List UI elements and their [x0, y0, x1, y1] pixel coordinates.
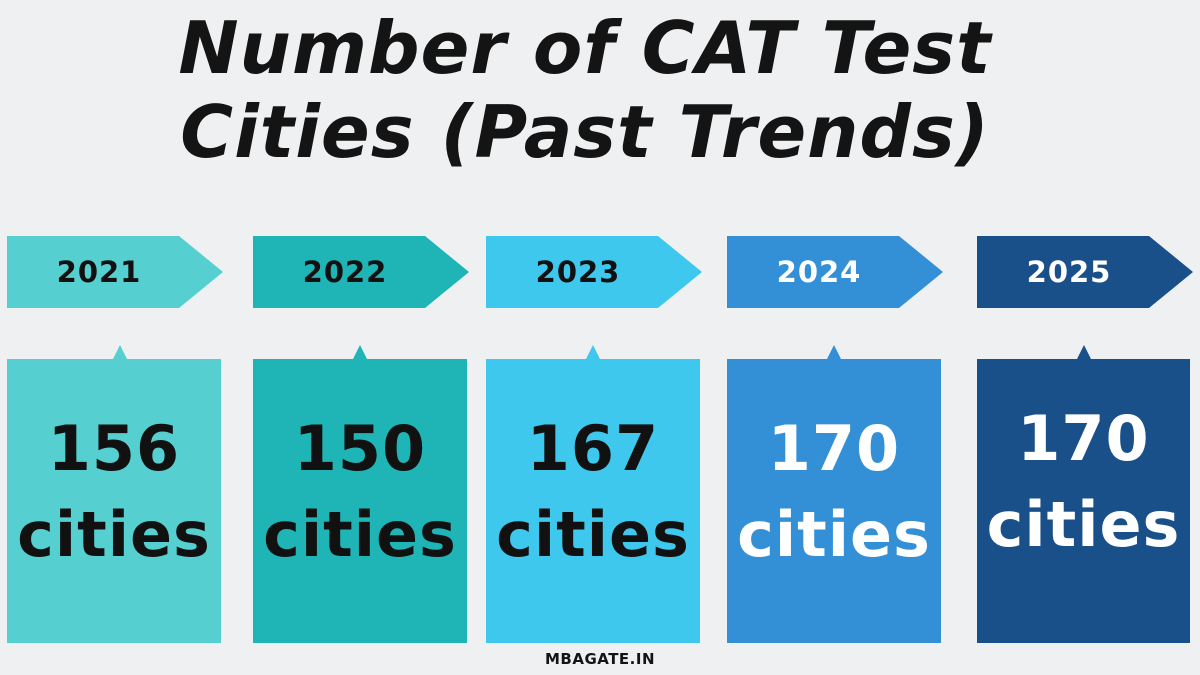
year-label: 2022 — [302, 255, 388, 289]
year-arrow-2022: 2022 — [253, 236, 469, 308]
pointer-notch — [586, 345, 600, 359]
pointer-notch — [113, 345, 127, 359]
value-unit: cities — [986, 488, 1181, 561]
value-unit: cities — [737, 498, 931, 571]
value-number: 170 — [767, 412, 901, 485]
year-column-2024: 2024 170 cities — [727, 0, 943, 675]
year-arrow-shape — [253, 236, 469, 308]
value-box-2024: 170 cities — [727, 359, 941, 643]
year-arrow-shape — [727, 236, 943, 308]
footer-source: MBAGATE.IN — [544, 650, 656, 668]
value-number: 150 — [293, 412, 427, 485]
chart-title: Number of CAT Test Cities (Past Trends) — [0, 6, 1200, 174]
year-label: 2024 — [776, 255, 862, 289]
year-label: 2025 — [1026, 255, 1112, 289]
value-number: 170 — [1017, 402, 1150, 475]
value-box-2023: 167 cities — [486, 359, 700, 643]
value-unit: cities — [17, 498, 211, 571]
year-arrow-2024: 2024 — [727, 236, 943, 308]
pointer-notch — [1077, 345, 1091, 359]
title-line-1: Number of CAT Test — [178, 6, 992, 90]
year-label: 2023 — [535, 255, 621, 289]
value-box-2021: 156 cities — [7, 359, 221, 643]
year-arrow-shape — [486, 236, 702, 308]
year-arrow-shape — [977, 236, 1193, 308]
year-column-2025: 2025 170 cities — [977, 0, 1193, 675]
year-arrow-2021: 2021 — [7, 236, 223, 308]
year-arrow-2023: 2023 — [486, 236, 702, 308]
value-box-2025: 170 cities — [977, 359, 1190, 643]
year-column-2021: 2021 156 cities — [7, 0, 223, 675]
year-column-2023: 2023 167 cities — [486, 0, 702, 675]
value-number: 156 — [47, 412, 181, 485]
year-arrow-shape — [7, 236, 223, 308]
year-arrow-2025: 2025 — [977, 236, 1193, 308]
value-unit: cities — [263, 498, 457, 571]
pointer-notch — [353, 345, 367, 359]
title-line-2: Cities (Past Trends) — [180, 90, 990, 174]
year-label: 2021 — [56, 255, 142, 289]
value-box-2022: 150 cities — [253, 359, 467, 643]
year-column-2022: 2022 150 cities — [253, 0, 469, 675]
pointer-notch — [827, 345, 841, 359]
value-number: 167 — [526, 412, 660, 485]
value-unit: cities — [496, 498, 690, 571]
